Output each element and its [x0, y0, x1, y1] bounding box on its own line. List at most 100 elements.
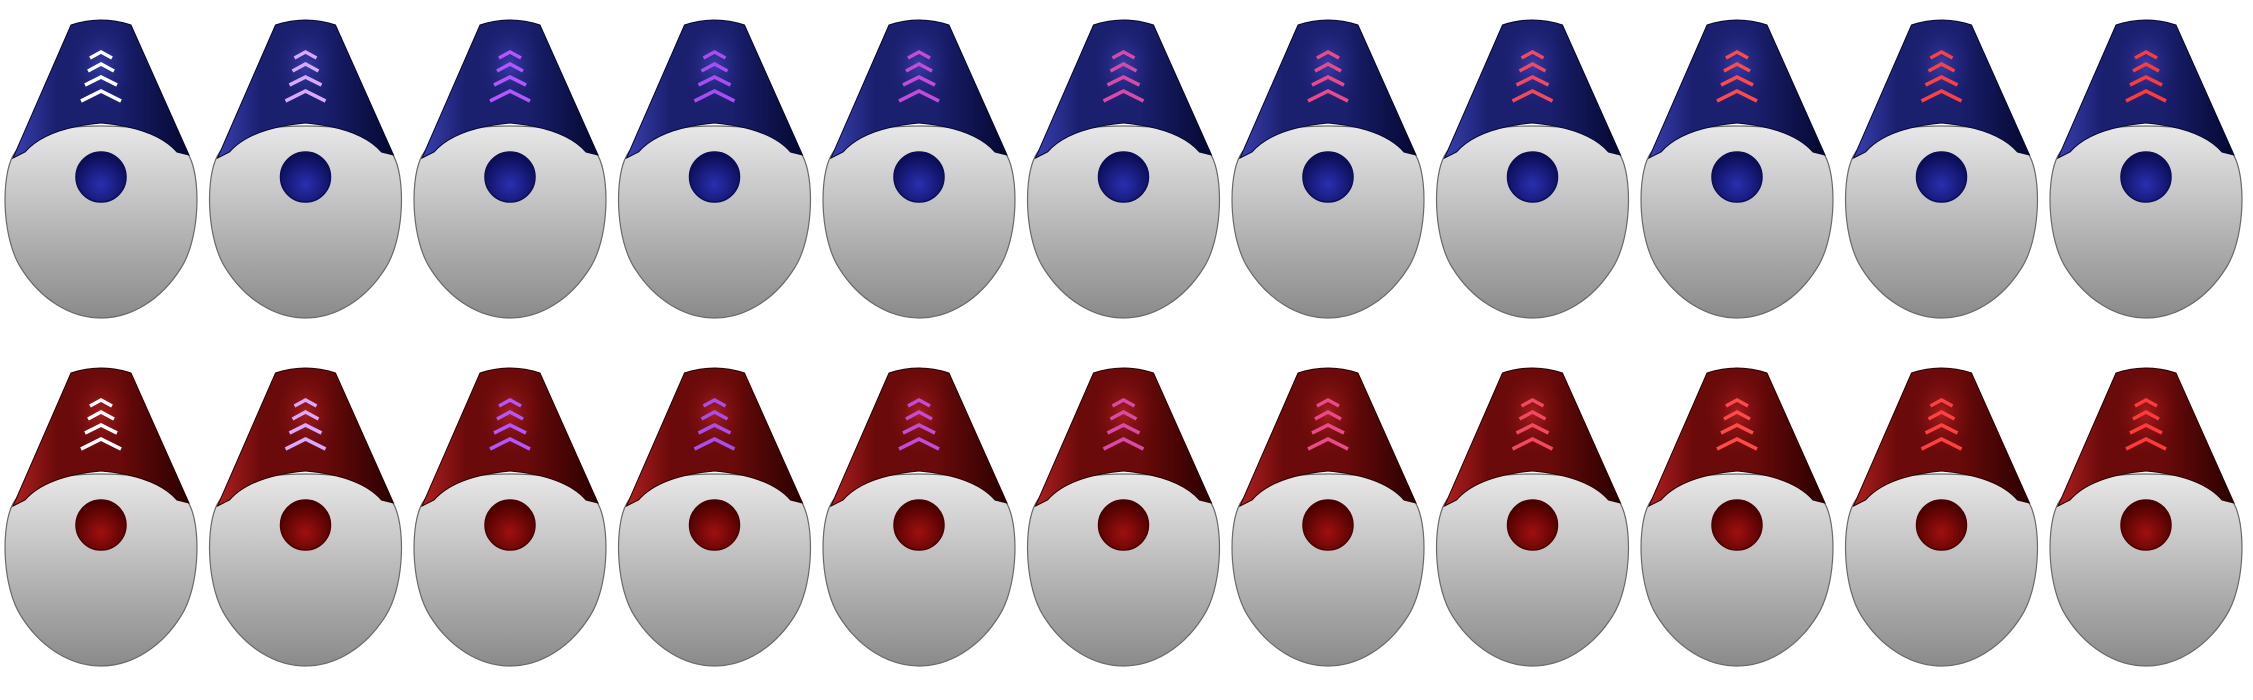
chevron-icon: [498, 50, 522, 60]
chevron-icon: [2132, 410, 2160, 421]
chevron-icon: [1518, 410, 1547, 421]
chevron-icon: [89, 50, 113, 60]
chevron-icon: [1314, 62, 1342, 73]
sprite-cone-glow: [1907, 370, 1976, 466]
chevron-icon: [1111, 50, 1136, 60]
sprite-dot: [1711, 499, 1763, 551]
sprite-cone-glow: [67, 370, 135, 466]
sprite-body: [4, 125, 198, 319]
sprite-dot: [1711, 151, 1763, 203]
chevron-icon: [1725, 398, 1749, 408]
chevron-icon: [493, 75, 527, 87]
sprite-dot: [1097, 499, 1150, 551]
chevron-icon: [898, 89, 940, 103]
chevron-icon: [80, 437, 122, 451]
chevron-icon: [907, 50, 931, 60]
chevron-icon: [1515, 75, 1550, 87]
sprite-frame-red-10: [1844, 367, 2039, 667]
chevron-icon: [1924, 75, 1959, 87]
sprite-body: [1435, 125, 1630, 319]
chevron-icon: [284, 89, 327, 103]
sprite-frame-red-4: [617, 367, 812, 667]
chevron-icon: [905, 62, 933, 73]
sprite-dot: [484, 151, 536, 203]
sprite-frame-red-7: [1231, 367, 1425, 667]
sprite-frame-red-3: [413, 367, 607, 667]
chevron-icon: [1520, 398, 1545, 408]
chevron-icon: [1111, 398, 1136, 408]
sprite-frame-blue-7: [1231, 19, 1425, 319]
sprite-body: [1231, 125, 1425, 319]
chevron-icon: [489, 437, 531, 451]
chevron-icon: [697, 75, 732, 87]
sprite-frame-red-9: [1640, 367, 1834, 667]
chevron-icon: [293, 398, 318, 408]
chevron-icon: [84, 75, 118, 87]
sprite-frame-blue-4: [617, 19, 812, 319]
chevron-icon: [1314, 410, 1342, 421]
sprite-body: [4, 473, 198, 667]
sprite-frame-red-1: [4, 367, 198, 667]
chevron-icon: [1307, 89, 1349, 103]
sprite-frame-red-8: [1435, 367, 1630, 667]
sprite-body: [413, 125, 607, 319]
chevron-icon: [1725, 50, 1749, 60]
sprite-cone-glow: [1294, 370, 1362, 466]
chevron-icon: [907, 398, 931, 408]
sprite-dot: [893, 499, 945, 551]
chevron-icon: [1520, 50, 1545, 60]
chevron-icon: [291, 410, 320, 421]
sprite-dot: [893, 151, 945, 203]
chevron-icon: [87, 62, 115, 73]
chevron-icon: [2125, 89, 2167, 103]
chevron-icon: [1723, 62, 1751, 73]
sprite-dot: [1506, 151, 1559, 203]
chevron-icon: [905, 410, 933, 421]
chevron-icon: [693, 89, 736, 103]
chevron-icon: [902, 75, 936, 87]
chevron-icon: [493, 423, 527, 435]
sprite-body: [1844, 125, 2039, 319]
sprite-body: [1844, 473, 2039, 667]
sprite-frame-blue-11: [2049, 19, 2243, 319]
sprite-dot: [75, 499, 127, 551]
chevron-icon: [1102, 89, 1145, 103]
sprite-cone-glow: [1294, 22, 1362, 118]
sprite-body: [822, 473, 1016, 667]
chevron-icon: [2129, 423, 2163, 435]
chevron-icon: [2125, 437, 2167, 451]
sprite-body: [208, 473, 403, 667]
chevron-icon: [898, 437, 940, 451]
sprite-cone-glow: [2112, 370, 2180, 466]
chevron-icon: [2129, 75, 2163, 87]
chevron-icon: [288, 75, 323, 87]
chevron-icon: [697, 423, 732, 435]
sprite-body: [822, 125, 1016, 319]
chevron-icon: [496, 410, 524, 421]
chevron-icon: [291, 62, 320, 73]
chevron-icon: [1927, 62, 1956, 73]
chevron-icon: [702, 398, 727, 408]
sprite-frame-red-11: [2049, 367, 2243, 667]
chevron-icon: [2134, 398, 2158, 408]
chevron-icon: [1716, 437, 1758, 451]
sprite-cone-glow: [271, 22, 340, 118]
chevron-icon: [2132, 62, 2160, 73]
sprite-body: [1231, 473, 1425, 667]
chevron-icon: [1927, 410, 1956, 421]
sprite-cone-glow: [1703, 370, 1771, 466]
chevron-icon: [89, 398, 113, 408]
chevron-icon: [498, 398, 522, 408]
chevron-icon: [1311, 75, 1345, 87]
chevron-icon: [1311, 423, 1345, 435]
sprite-dot: [1097, 151, 1150, 203]
sprite-dot: [484, 499, 536, 551]
sprite-dot: [2120, 151, 2172, 203]
chevron-icon: [1316, 398, 1340, 408]
sprite-body: [2049, 125, 2243, 319]
chevron-icon: [1106, 423, 1141, 435]
sprite-cone-glow: [885, 22, 953, 118]
chevron-icon: [87, 410, 115, 421]
sprite-dot: [279, 499, 332, 551]
